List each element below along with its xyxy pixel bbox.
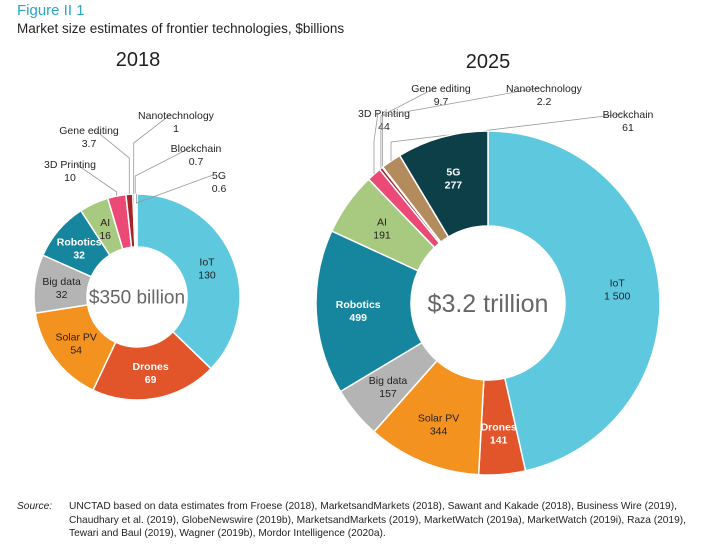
chart-2025-value-3d-printing: 44	[378, 121, 390, 133]
chart-2025-value-nanotechnology: 2.2	[537, 96, 552, 108]
chart-2018-slice-drones	[92, 330, 213, 401]
chart-2025-label-blockchain: Blockchain	[603, 109, 654, 121]
chart-2018-leader-3d-printing	[75, 163, 118, 196]
chart-2018-leader-blockchain	[134, 147, 191, 194]
chart-2018-value-solar-pv: 54	[70, 345, 82, 357]
chart-2018-value-robotics: 32	[73, 250, 85, 262]
chart-2018-leader-5g	[135, 174, 214, 204]
chart-2025-leader-nanotechnology	[382, 87, 539, 168]
chart-2025-label-gene-editing: Gene editing	[411, 83, 471, 95]
chart-2018-label-3d-printing: 3D Printing	[44, 159, 96, 171]
chart-2025-value-robotics: 499	[349, 312, 367, 324]
chart-2018-label-iot: IoT	[199, 256, 215, 268]
chart-2025-label-nanotechnology: Nanotechnology	[506, 83, 583, 95]
source-text: UNCTAD based on data estimates from Froe…	[69, 501, 686, 540]
source-note: Source: UNCTAD based on data estimates f…	[17, 500, 697, 539]
chart-2018-value-big-data: 32	[56, 289, 68, 301]
chart-2025-value-5g: 277	[445, 180, 463, 192]
chart-2018-title: 2018	[116, 49, 161, 71]
chart-2018-label-blockchain: Blockchain	[171, 143, 222, 155]
chart-2018-value-ai: 16	[99, 230, 111, 242]
chart-2018-value-5g: 0.6	[212, 183, 227, 195]
chart-2025-center-label: $3.2 trillion	[428, 290, 549, 318]
source-label: Source:	[17, 501, 53, 512]
chart-2018-value-gene-editing: 3.7	[82, 138, 97, 150]
chart-2025-value-ai: 191	[373, 230, 391, 242]
chart-2018-label-ai: AI	[100, 217, 110, 229]
chart-2018-value-nanotechnology: 1	[173, 123, 179, 135]
chart-2018-value-iot: 130	[198, 269, 216, 281]
chart-2025-value-blockchain: 61	[622, 122, 634, 134]
chart-2018-label-gene-editing: Gene editing	[59, 125, 119, 137]
chart-2018-label-5g: 5G	[212, 170, 226, 182]
chart-2025-title: 2025	[466, 51, 511, 73]
chart-2025-leader-gene-editing	[380, 87, 436, 169]
chart-2025-label-5g: 5G	[446, 167, 460, 179]
chart-2025-value-iot: 1 500	[604, 291, 630, 303]
chart-2018-label-drones: Drones	[133, 361, 169, 373]
chart-2025-value-big-data: 157	[379, 388, 397, 400]
chart-2018-label-solar-pv: Solar PV	[55, 332, 96, 344]
chart-2018-value-blockchain: 0.7	[189, 156, 204, 168]
chart-2025-label-drones: Drones	[481, 422, 517, 434]
chart-2025-slice-5g	[398, 130, 489, 238]
chart-2018-label-nanotechnology: Nanotechnology	[138, 110, 215, 122]
chart-2025-label-ai: AI	[377, 217, 387, 229]
chart-2025-value-solar-pv: 344	[430, 425, 448, 437]
chart-2018-slice-iot	[136, 193, 241, 370]
chart-2025-value-drones: 141	[490, 435, 508, 447]
chart-2025-label-big-data: Big data	[369, 375, 408, 387]
chart-2025-leader-3d-printing	[373, 112, 379, 175]
chart-2018-value-drones: 69	[145, 374, 157, 386]
chart-2025-slice-robotics	[315, 230, 423, 393]
figure-label: Figure II 1	[17, 2, 85, 19]
figure-title: Market size estimates of frontier techno…	[17, 21, 345, 36]
chart-2018-leader-nanotechnology	[133, 114, 171, 195]
chart-2025-leader-blockchain	[390, 113, 623, 161]
chart-2025-label-iot: IoT	[610, 278, 626, 290]
chart-2018-value-3d-printing: 10	[64, 172, 76, 184]
chart-2018-center-label: $350 billion	[89, 288, 185, 309]
chart-2025-label-robotics: Robotics	[336, 299, 381, 311]
chart-2025-slice-iot	[487, 130, 661, 472]
chart-2018-label-robotics: Robotics	[57, 237, 102, 249]
chart-2018-leader-gene-editing	[94, 129, 130, 195]
chart-2018-label-big-data: Big data	[42, 276, 81, 288]
chart-2025-label-solar-pv: Solar PV	[418, 412, 459, 424]
